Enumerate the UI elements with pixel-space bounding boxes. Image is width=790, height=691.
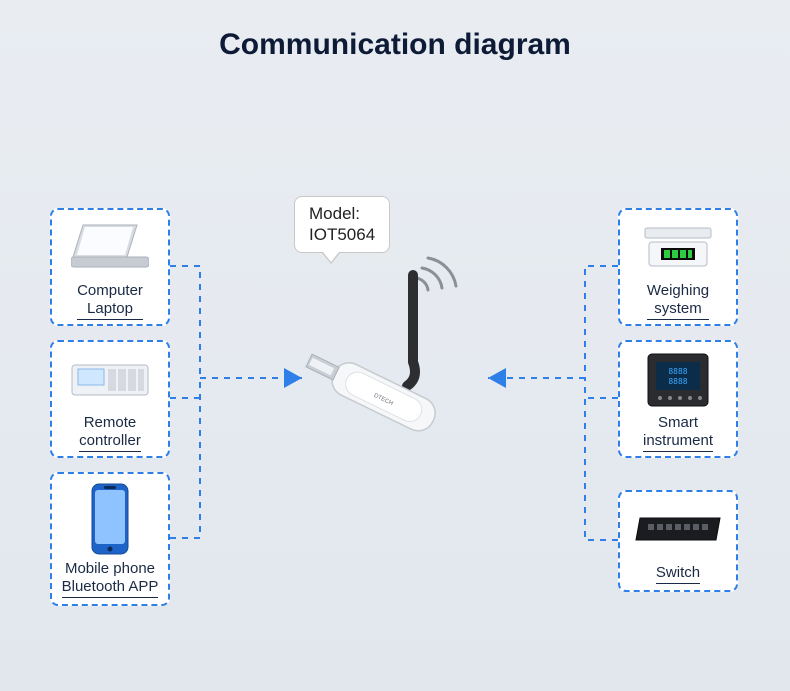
laptop-icon xyxy=(58,218,162,278)
node-label: Mobile phone Bluetooth APP xyxy=(62,560,159,598)
node-label: Remote controller xyxy=(79,414,141,452)
meter-icon: 88888888 xyxy=(626,350,730,410)
phone-icon xyxy=(58,482,162,556)
node-remote-controller: Remote controller xyxy=(50,340,170,458)
node-switch: Switch xyxy=(618,490,738,592)
node-label: Weighing system xyxy=(647,282,709,320)
remote-controller-icon xyxy=(58,350,162,410)
network-switch-icon xyxy=(626,500,730,560)
node-mobile-phone: Mobile phone Bluetooth APP xyxy=(50,472,170,606)
node-computer-laptop: Computer Laptop xyxy=(50,208,170,326)
node-smart-instrument: 88888888 Smart instrument xyxy=(618,340,738,458)
diagram-title: Communication diagram xyxy=(0,28,790,62)
node-weighing-system: Weighing system xyxy=(618,208,738,326)
scale-icon xyxy=(626,218,730,278)
node-label: Computer Laptop xyxy=(77,282,143,320)
svg-text:8888: 8888 xyxy=(668,367,687,376)
node-label: Switch xyxy=(656,564,700,584)
svg-text:8888: 8888 xyxy=(668,377,687,386)
usb-bluetooth-adapter-icon: DTECH xyxy=(296,242,496,442)
node-label: Smart instrument xyxy=(643,414,713,452)
model-prefix: Model: xyxy=(309,204,360,223)
